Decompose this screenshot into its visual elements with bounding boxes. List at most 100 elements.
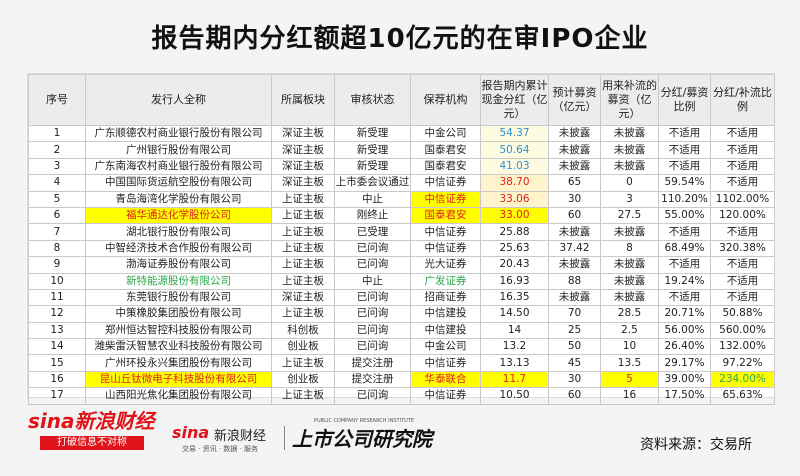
cell-issuer: 广东南海农村商业银行股份有限公司 (85, 157, 272, 176)
cell-working-capital: 未披露 (600, 272, 659, 290)
cell-dividend: 10.50 (480, 387, 549, 405)
cell-working-capital: 13.5 (600, 354, 659, 372)
cell-dividend-raise-ratio: 56.00% (658, 321, 711, 340)
cell-sponsor: 中信建投 (410, 305, 481, 323)
cell-working-capital: 8 (600, 239, 659, 258)
cell-status: 已问询 (334, 239, 411, 258)
cell-issuer: 广州银行股份有限公司 (85, 141, 272, 159)
cell-dividend: 14 (480, 321, 549, 340)
cell-dividend-raise-ratio: 不适用 (658, 256, 711, 274)
table-row: 4 中国国际货运航空股份有限公司 深证主板 上市委会议通过 中信证券 38.70 65 0 59… (28, 174, 775, 192)
cell-board: 上证主板 (271, 239, 335, 258)
cell-dividend-wc-ratio: 不适用 (710, 223, 775, 241)
table-row: 17 山西阳光焦化集团股份有限公司 上证主板 已问询 中信证券 10.50 60 16 17.5… (28, 387, 775, 405)
cell-dividend-raise-ratio: 不适用 (658, 223, 711, 241)
cell-board: 深证主板 (271, 157, 335, 176)
cell-issuer: 福华通达化学股份公司 (85, 206, 272, 225)
cell-issuer: 新特能源股份有限公司 (85, 272, 272, 290)
cell-working-capital: 2.5 (600, 321, 659, 340)
cell-dividend-wc-ratio: 不适用 (710, 174, 775, 192)
header-issuer: 发行人全称 (85, 74, 272, 126)
cell-sponsor: 中信证券 (410, 239, 481, 258)
sina-finance-subtext: 交易 · 资讯 · 数据 · 服务 (182, 445, 259, 453)
cell-issuer: 昆山丘钛微电子科技股份有限公司 (85, 370, 272, 389)
cell-dividend: 50.64 (480, 141, 549, 159)
cell-raise: 45 (548, 354, 601, 372)
cell-issuer: 广东顺德农村商业银行股份有限公司 (85, 124, 272, 143)
sina-finance-text: 新浪财经 (214, 429, 267, 444)
cell-board: 上证主板 (271, 190, 335, 208)
cell-dividend: 20.43 (480, 256, 549, 274)
cell-working-capital: 未披露 (600, 124, 659, 143)
cell-board: 深证主板 (271, 124, 335, 143)
cell-raise: 未披露 (548, 223, 601, 241)
cell-working-capital: 28.5 (600, 305, 659, 323)
header-dividend-wc-ratio: 分红/补流比例 (710, 74, 775, 126)
cell-working-capital: 0 (600, 174, 659, 192)
cell-working-capital: 27.5 (600, 206, 659, 225)
cell-sponsor: 中信建投 (410, 321, 481, 340)
sina-logo-small: sina (172, 423, 210, 442)
cell-raise: 37.42 (548, 239, 601, 258)
cell-issuer: 渤海证券股份有限公司 (85, 256, 272, 274)
cell-dividend: 13.2 (480, 338, 549, 356)
cell-status: 已问询 (334, 305, 411, 323)
cell-working-capital: 3 (600, 190, 659, 208)
cell-index: 11 (28, 288, 86, 307)
cell-raise: 60 (548, 206, 601, 225)
cell-raise: 30 (548, 190, 601, 208)
cell-raise: 未披露 (548, 124, 601, 143)
cell-dividend-raise-ratio: 39.00% (658, 370, 711, 389)
header-working-capital: 用来补流的募资（亿元） (600, 74, 659, 126)
cell-dividend-raise-ratio: 68.49% (658, 239, 711, 258)
cell-raise: 88 (548, 272, 601, 290)
cell-dividend-raise-ratio: 20.71% (658, 305, 711, 323)
header-board: 所属板块 (271, 74, 335, 126)
cell-index: 8 (28, 239, 86, 258)
cell-dividend-raise-ratio: 55.00% (658, 206, 711, 225)
table-row: 9 渤海证券股份有限公司 上证主板 已问询 光大证券 20.43 未披露 未披露 不适用 不适用 (28, 256, 775, 274)
cell-status: 已受理 (334, 223, 411, 241)
table-row: 2 广州银行股份有限公司 深证主板 新受理 国泰君安 50.64 未披露 未披露 不适用 不适用 (28, 141, 775, 159)
cell-issuer: 中国国际货运航空股份有限公司 (85, 174, 272, 192)
cell-status: 已问询 (334, 387, 411, 405)
cell-working-capital: 未披露 (600, 223, 659, 241)
cell-working-capital: 5 (600, 370, 659, 389)
cell-issuer: 中策橡胶集团股份有限公司 (85, 305, 272, 323)
cell-dividend-wc-ratio: 560.00% (710, 321, 775, 340)
cell-index: 7 (28, 223, 86, 241)
cell-dividend-wc-ratio: 不适用 (710, 124, 775, 143)
cell-index: 16 (28, 370, 86, 389)
cell-dividend: 16.93 (480, 272, 549, 290)
cell-index: 12 (28, 305, 86, 323)
cell-dividend-raise-ratio: 不适用 (658, 141, 711, 159)
cell-raise: 未披露 (548, 288, 601, 307)
table-body: 1 广东顺德农村商业银行股份有限公司 深证主板 新受理 中金公司 54.37 未披露 未披露不… (28, 124, 775, 405)
cell-index: 10 (28, 272, 86, 290)
cell-board: 科创板 (271, 321, 335, 340)
cell-issuer: 青岛海湾化学股份有限公司 (85, 190, 272, 208)
table-row: 1 广东顺德农村商业银行股份有限公司 深证主板 新受理 中金公司 54.37 未披露 未披露不… (28, 124, 775, 143)
page-title: 报告期内分红额超10亿元的在审IPO企业 (151, 24, 649, 54)
cell-working-capital: 未披露 (600, 256, 659, 274)
cell-issuer: 潍柴雷沃智慧农业科技股份有限公司 (85, 338, 272, 356)
header-dividend-raise-ratio: 分红/募资比例 (658, 74, 711, 126)
cell-dividend-raise-ratio: 59.54% (658, 174, 711, 192)
cell-dividend-wc-ratio: 1102.00% (710, 190, 775, 208)
sina-finance-logo: sina新浪财经 (28, 409, 155, 433)
table-row: 15 广州环投永兴集团股份有限公司 上证主板 提交注册 中信证券 13.13 45 13.5 2… (28, 354, 775, 372)
cell-board: 上证主板 (271, 354, 335, 372)
cell-sponsor: 中信证券 (410, 223, 481, 241)
cell-index: 13 (28, 321, 86, 340)
cell-raise: 未披露 (548, 141, 601, 159)
cell-board: 创业板 (271, 338, 335, 356)
cell-raise: 60 (548, 387, 601, 405)
cell-status: 已问询 (334, 288, 411, 307)
cell-board: 上证主板 (271, 256, 335, 274)
table-row: 7 湖北银行股份有限公司 上证主板 已受理 中信证券 25.88 未披露 未披露 不适用 不适用 (28, 223, 775, 241)
header-raise: 预计募资（亿元） (548, 74, 601, 126)
cell-sponsor: 光大证券 (410, 256, 481, 274)
table-row: 8 中智经济技术合作股份有限公司 上证主板 已问询 中信证券 25.63 37.42 8 68.… (28, 239, 775, 258)
cell-working-capital: 10 (600, 338, 659, 356)
cell-dividend-wc-ratio: 97.22% (710, 354, 775, 372)
